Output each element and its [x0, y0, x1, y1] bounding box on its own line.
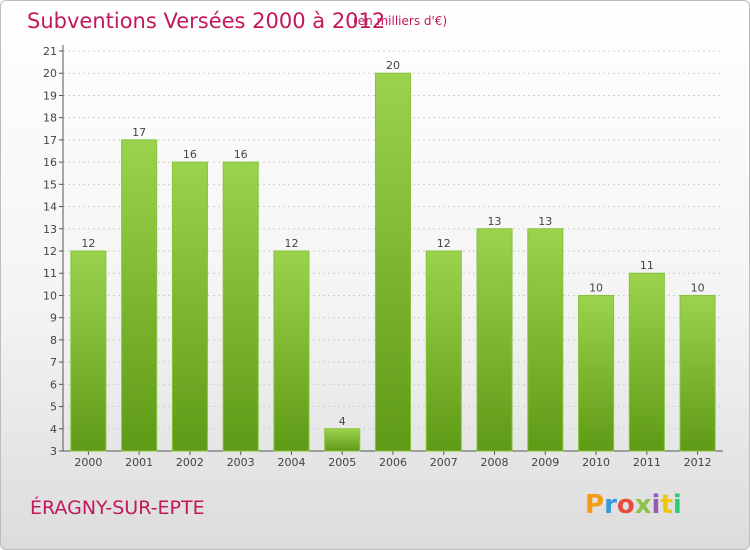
bar-2008[interactable]: [476, 228, 513, 452]
bar-value-label: 13: [538, 215, 552, 228]
x-tick-label: 2001: [125, 456, 153, 469]
logo-letter: x: [634, 490, 652, 520]
bar-value-label: 12: [81, 237, 95, 250]
y-tick-label: 5: [50, 401, 57, 414]
bar-2007[interactable]: [425, 250, 462, 452]
commune-name: ÉRAGNY-SUR-EPTE: [30, 497, 205, 519]
x-tick-label: 2009: [531, 456, 559, 469]
bar-value-label: 13: [488, 215, 502, 228]
y-tick-label: 12: [43, 245, 57, 258]
logo-letter: o: [616, 490, 635, 520]
bar-2010[interactable]: [578, 294, 615, 452]
x-tick-label: 2012: [684, 456, 712, 469]
x-tick-label: 2007: [430, 456, 458, 469]
y-tick-label: 4: [50, 423, 57, 436]
bar-value-label: 4: [339, 415, 346, 428]
y-tick-label: 10: [43, 289, 57, 302]
x-tick-label: 2008: [481, 456, 509, 469]
x-tick-label: 2010: [582, 456, 610, 469]
x-tick-label: 2002: [176, 456, 204, 469]
bar-2001[interactable]: [121, 139, 158, 452]
logo-letter: i: [672, 490, 682, 520]
y-tick-label: 11: [43, 267, 57, 280]
y-tick-label: 16: [43, 156, 57, 169]
proxiti-logo[interactable]: Proxiti: [585, 490, 682, 520]
bar-value-label: 12: [437, 237, 451, 250]
bar-value-label: 17: [132, 126, 146, 139]
bar-2005[interactable]: [324, 428, 361, 452]
bar-2009[interactable]: [527, 228, 564, 452]
logo-letter: P: [585, 490, 605, 520]
logo-letter: r: [604, 490, 617, 520]
x-tick-label: 2003: [227, 456, 255, 469]
logo-letter: i: [651, 490, 661, 520]
x-tick-label: 2005: [328, 456, 356, 469]
y-tick-label: 6: [50, 378, 57, 391]
x-tick-label: 2004: [277, 456, 305, 469]
x-tick-label: 2011: [633, 456, 661, 469]
y-tick-label: 9: [50, 312, 57, 325]
y-tick-label: 17: [43, 134, 57, 147]
y-tick-label: 19: [43, 89, 57, 102]
labels: 3 4 5 6 7 8 9 10 11 12 13 14 15 16 17 18 19 20 21 12 2000 17 2…: [43, 45, 712, 469]
bar-2000[interactable]: [70, 250, 107, 452]
bar-value-label: 10: [589, 281, 603, 294]
y-tick-label: 3: [50, 445, 57, 458]
bar-value-label: 10: [691, 281, 705, 294]
y-tick-label: 13: [43, 223, 57, 236]
y-tick-label: 21: [43, 45, 57, 58]
y-tick-label: 14: [43, 201, 57, 214]
y-tick-label: 7: [50, 356, 57, 369]
bar-2011[interactable]: [628, 272, 665, 452]
bar-value-label: 11: [640, 259, 654, 272]
bar-2003[interactable]: [222, 161, 259, 452]
bar-2002[interactable]: [171, 161, 208, 452]
bar-value-label: 20: [386, 59, 400, 72]
y-tick-label: 15: [43, 178, 57, 191]
bar-value-label: 12: [284, 237, 298, 250]
bar-2004[interactable]: [273, 250, 310, 452]
bars: [70, 72, 716, 452]
y-tick-label: 8: [50, 334, 57, 347]
bar-2006[interactable]: [374, 72, 412, 452]
bar-value-label: 16: [234, 148, 248, 161]
chart-title: Subventions Versées 2000 à 2012: [27, 9, 386, 33]
logo-letter: t: [660, 490, 673, 520]
y-tick-label: 20: [43, 67, 57, 80]
chart-subtitle: (en milliers d'€): [353, 14, 448, 28]
bar-value-label: 16: [183, 148, 197, 161]
x-tick-label: 2006: [379, 456, 407, 469]
bar-2012[interactable]: [679, 294, 716, 452]
x-tick-label: 2000: [74, 456, 102, 469]
y-tick-label: 18: [43, 112, 57, 125]
